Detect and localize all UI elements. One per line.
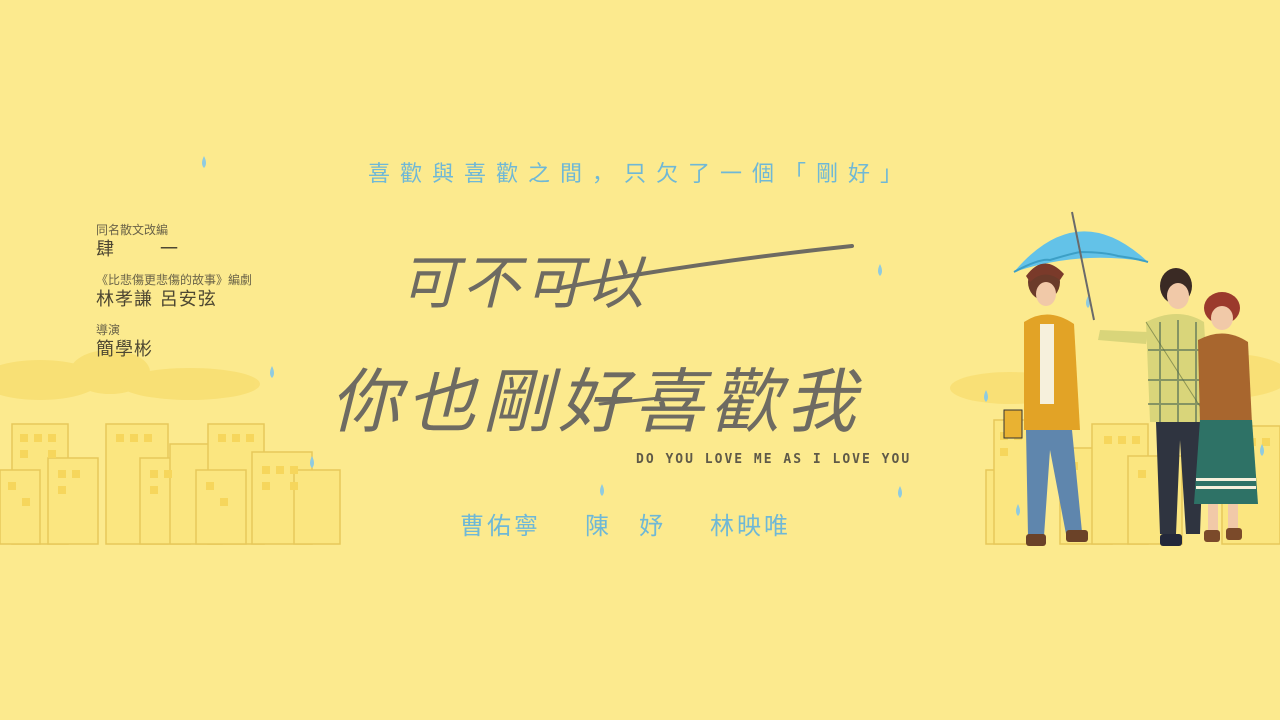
movie-title-english: DO YOU LOVE ME AS I LOVE YOU xyxy=(636,452,912,467)
credit-director: 導演 簡學彬 xyxy=(96,322,316,362)
building-windows-left xyxy=(8,434,298,506)
credit-screenwriter: 《比悲傷更悲傷的故事》編劇 林孝謙 呂安弦 xyxy=(96,272,316,312)
credit-original-work: 同名散文改編 肆 一 xyxy=(96,222,316,262)
credit-name: 簡學彬 xyxy=(96,339,153,360)
title-flourish xyxy=(558,244,854,290)
character-girl-left xyxy=(1003,263,1088,546)
cast-name: 陳 妤 xyxy=(585,512,666,540)
credits-block: 同名散文改編 肆 一 《比悲傷更悲傷的故事》編劇 林孝謙 呂安弦 導演 簡學彬 xyxy=(96,222,316,372)
credit-name: 肆 一 xyxy=(96,239,192,260)
credit-name: 林孝謙 呂安弦 xyxy=(96,289,217,310)
title-dash xyxy=(598,396,662,406)
tagline: 喜歡與喜歡之間，只欠了一個「剛好」 xyxy=(367,162,912,187)
credit-role: 導演 xyxy=(96,323,121,337)
buildings-left xyxy=(0,423,341,545)
cast-name: 林映唯 xyxy=(710,512,791,540)
credit-role: 《比悲傷更悲傷的故事》編劇 xyxy=(96,273,253,287)
umbrella-illustration xyxy=(1013,211,1149,321)
cloud-left xyxy=(0,350,260,400)
character-boy xyxy=(1098,268,1211,546)
cast-list: 曹佑寧 陳 妤 林映唯 xyxy=(460,506,791,541)
credit-role: 同名散文改編 xyxy=(96,223,169,237)
movie-title-line1: 可不可以 xyxy=(400,249,649,317)
movie-title-line2: 你也剛好喜歡我 xyxy=(330,361,862,443)
character-girl-right xyxy=(1194,292,1258,542)
cast-name: 曹佑寧 xyxy=(460,512,541,540)
